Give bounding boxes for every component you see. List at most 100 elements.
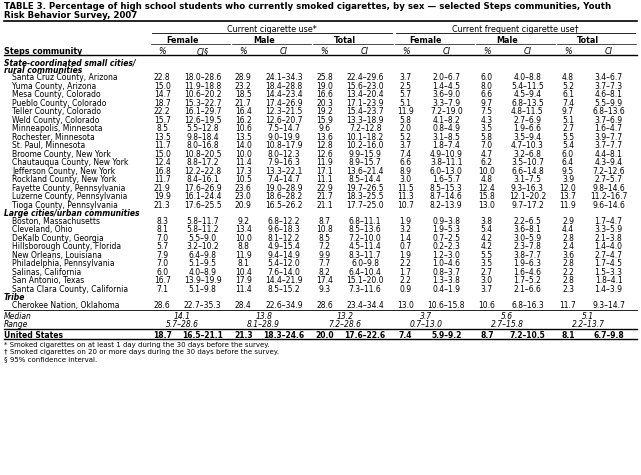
Text: 3.3–7.9: 3.3–7.9: [432, 99, 460, 108]
Text: 8.5–13.6: 8.5–13.6: [349, 226, 381, 235]
Text: St. Paul, Minnesota: St. Paul, Minnesota: [12, 141, 85, 150]
Text: 12.2–22.8: 12.2–22.8: [184, 167, 221, 176]
Text: 4.2: 4.2: [481, 242, 493, 251]
Text: 11.9: 11.9: [397, 107, 414, 116]
Text: CI§: CI§: [197, 47, 209, 56]
Text: 7.2–28.6: 7.2–28.6: [328, 320, 362, 329]
Text: 8.1: 8.1: [156, 226, 168, 235]
Text: 8.2–13.9: 8.2–13.9: [430, 201, 463, 210]
Text: 0.7–2.5: 0.7–2.5: [432, 234, 460, 243]
Text: 5.1: 5.1: [582, 312, 594, 321]
Text: 15.6–23.0: 15.6–23.0: [346, 82, 384, 91]
Text: Mesa County, Colorado: Mesa County, Colorado: [12, 90, 101, 99]
Text: 6.0–13.0: 6.0–13.0: [430, 167, 463, 176]
Text: 13.5: 13.5: [154, 133, 171, 142]
Text: § 95% confidence interval.: § 95% confidence interval.: [4, 356, 97, 362]
Text: 8.5: 8.5: [319, 234, 331, 243]
Text: * Smoked cigarettes on at least 1 day during the 30 days before the survey.: * Smoked cigarettes on at least 1 day du…: [4, 342, 270, 348]
Text: 10.0: 10.0: [478, 167, 495, 176]
Text: 4.9–10.9: 4.9–10.9: [430, 150, 463, 159]
Text: 9.4–14.9: 9.4–14.9: [267, 251, 301, 260]
Text: 3.1–7.5: 3.1–7.5: [513, 175, 542, 184]
Text: 21.3: 21.3: [234, 331, 253, 340]
Text: 9.7–17.2: 9.7–17.2: [511, 201, 544, 210]
Text: 8.4–16.1: 8.4–16.1: [187, 175, 219, 184]
Text: 11.7: 11.7: [154, 141, 171, 150]
Text: 10.1–18.2: 10.1–18.2: [347, 133, 384, 142]
Text: 10.0: 10.0: [235, 234, 252, 243]
Text: 1.2–3.0: 1.2–3.0: [432, 251, 460, 260]
Text: 7.0: 7.0: [481, 141, 493, 150]
Text: Santa Cruz County, Arizona: Santa Cruz County, Arizona: [12, 73, 118, 82]
Text: 2.4: 2.4: [562, 242, 574, 251]
Text: 22.9: 22.9: [316, 184, 333, 193]
Text: 8.1–12.2: 8.1–12.2: [268, 234, 300, 243]
Text: CI: CI: [361, 47, 369, 56]
Text: 14.4–21.9: 14.4–21.9: [265, 276, 303, 285]
Text: 7.4–14.7: 7.4–14.7: [267, 175, 301, 184]
Text: 5.4: 5.4: [562, 141, 574, 150]
Text: Range: Range: [4, 320, 28, 329]
Text: 0.9–3.8: 0.9–3.8: [432, 217, 460, 226]
Text: 6.6–14.8: 6.6–14.8: [511, 167, 544, 176]
Text: CI: CI: [604, 47, 613, 56]
Text: 5.7–28.6: 5.7–28.6: [166, 320, 199, 329]
Text: 8.5–15.3: 8.5–15.3: [430, 184, 463, 193]
Text: 18.3–24.6: 18.3–24.6: [263, 331, 304, 340]
Text: 4.1–8.2: 4.1–8.2: [433, 116, 460, 125]
Text: DeKalb County, Georgia: DeKalb County, Georgia: [12, 234, 104, 243]
Text: 2.3: 2.3: [562, 285, 574, 294]
Text: 6.4–10.4: 6.4–10.4: [349, 268, 381, 277]
Text: TABLE 3. Percentage of high school students who currently smoked cigarettes, by : TABLE 3. Percentage of high school stude…: [4, 2, 611, 11]
Text: Tioga County, Pennsylvania: Tioga County, Pennsylvania: [12, 201, 118, 210]
Text: Yuma County, Arizona: Yuma County, Arizona: [12, 82, 96, 91]
Text: Pueblo County, Colorado: Pueblo County, Colorado: [12, 99, 106, 108]
Text: 7.6–14.0: 7.6–14.0: [267, 268, 301, 277]
Text: 1.7–5.2: 1.7–5.2: [513, 276, 542, 285]
Text: 8.7: 8.7: [480, 331, 494, 340]
Text: 1.9: 1.9: [400, 217, 412, 226]
Text: 8.3–11.7: 8.3–11.7: [349, 251, 381, 260]
Text: 10.6–15.8: 10.6–15.8: [428, 301, 465, 310]
Text: 3.0–5.9: 3.0–5.9: [513, 234, 542, 243]
Text: 6.0–9.8: 6.0–9.8: [351, 259, 379, 268]
Text: 6.7–9.8: 6.7–9.8: [593, 331, 624, 340]
Text: 3.7: 3.7: [399, 141, 412, 150]
Text: Cleveland, Ohio: Cleveland, Ohio: [12, 226, 72, 235]
Text: 3.9–7.7: 3.9–7.7: [595, 133, 622, 142]
Text: 7.2–10.5: 7.2–10.5: [510, 331, 545, 340]
Text: 21.3: 21.3: [154, 201, 171, 210]
Text: 0.7–13.0: 0.7–13.0: [410, 320, 442, 329]
Text: 11.7: 11.7: [154, 175, 171, 184]
Text: 8.3: 8.3: [156, 217, 168, 226]
Text: 3.2–10.2: 3.2–10.2: [187, 242, 219, 251]
Text: 9.6: 9.6: [319, 124, 331, 133]
Text: 10.8–20.5: 10.8–20.5: [184, 150, 222, 159]
Text: 6.0: 6.0: [562, 150, 574, 159]
Text: 17.4–26.9: 17.4–26.9: [265, 99, 303, 108]
Text: 18.5: 18.5: [235, 90, 252, 99]
Text: Tribe: Tribe: [4, 294, 26, 303]
Text: Large cities/urban communities: Large cities/urban communities: [4, 209, 140, 218]
Text: 3.2–6.8: 3.2–6.8: [513, 150, 542, 159]
Text: %: %: [483, 47, 490, 56]
Text: 2.3–7.8: 2.3–7.8: [513, 242, 542, 251]
Text: 7.4: 7.4: [399, 150, 412, 159]
Text: Steps community: Steps community: [4, 47, 83, 56]
Text: Current frequent cigarette use†: Current frequent cigarette use†: [452, 25, 579, 34]
Text: 9.9: 9.9: [319, 251, 331, 260]
Text: 6.0: 6.0: [481, 73, 493, 82]
Text: 9.6–18.3: 9.6–18.3: [267, 226, 300, 235]
Text: 8.9–15.7: 8.9–15.7: [349, 158, 381, 167]
Text: Median: Median: [4, 312, 32, 321]
Text: 6.6: 6.6: [399, 158, 412, 167]
Text: 4.0–8.8: 4.0–8.8: [513, 73, 542, 82]
Text: 4.0–8.9: 4.0–8.9: [188, 268, 217, 277]
Text: 6.8–11.1: 6.8–11.1: [349, 217, 381, 226]
Text: 5.4–11.5: 5.4–11.5: [511, 82, 544, 91]
Text: Weld County, Colorado: Weld County, Colorado: [12, 116, 99, 125]
Text: 8.1: 8.1: [237, 259, 249, 268]
Text: 18.7: 18.7: [154, 99, 171, 108]
Text: 1.5–3.3: 1.5–3.3: [595, 268, 622, 277]
Text: 28.6: 28.6: [154, 301, 171, 310]
